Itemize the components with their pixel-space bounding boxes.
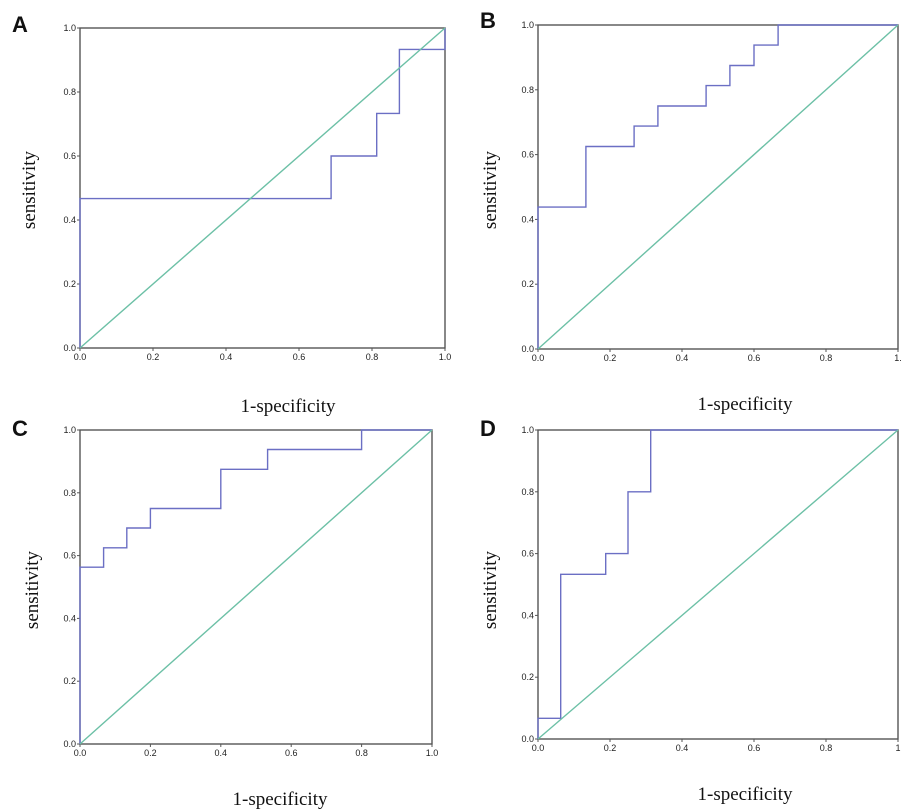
panel-c-x-tick-label: 0.8 [355, 748, 368, 758]
panel-b-y-tick-label: 0.2 [521, 279, 534, 289]
panel-d-x-axis-title: 1-specificity [698, 784, 793, 805]
panel-d-y-tick-label: 0.6 [521, 549, 534, 559]
panel-a-y-tick-label: 0.0 [63, 343, 76, 353]
panel-a-x-tick-label: 0.2 [147, 352, 160, 362]
panel-c-y-tick-label: 0.8 [63, 488, 76, 498]
panel-c-y-tick-label: 1.0 [63, 425, 76, 435]
panel-b-x-tick-label: 0.2 [604, 353, 617, 363]
panel-b-x-axis-title: 1-specificity [698, 394, 793, 415]
panel-c-letter: C [12, 416, 28, 441]
panel-a-letter: A [12, 12, 28, 37]
panel-b-x-tick-label: 0.0 [532, 353, 545, 363]
panel-a-x-tick-label: 1.0 [439, 352, 452, 362]
panel-b-y-tick-label: 0.0 [521, 344, 534, 354]
panel-d-y-tick-label: 0.4 [521, 610, 534, 620]
panel-b-y-tick-label: 0.6 [521, 150, 534, 160]
panel-b-y-tick-label: 0.8 [521, 85, 534, 95]
panel-d-y-tick-label: 0.0 [521, 734, 534, 744]
panel-d-reference-line [537, 429, 899, 740]
panel-c-x-tick-label: 1.0 [426, 748, 439, 758]
panel-d-x-tick-label: 0.2 [604, 743, 617, 753]
panel-c-y-tick-label: 0.0 [63, 739, 76, 749]
panel-b-letter: B [480, 8, 496, 33]
panel-a-x-tick-label: 0.0 [74, 352, 87, 362]
panel-b-y-tick-label: 0.4 [521, 214, 534, 224]
panel-d-x-tick-label: 0.4 [676, 743, 689, 753]
panel-d-y-tick-label: 0.8 [521, 487, 534, 497]
panel-b-y-axis-title: sensitivity [480, 150, 501, 229]
panel-a-x-tick-label: 0.6 [293, 352, 306, 362]
panel-c-reference-line [79, 429, 433, 745]
panel-b-reference-line [537, 24, 899, 350]
panel-c-roc-curve [79, 429, 432, 744]
panel-d-x-tick-label: 1 [895, 743, 900, 753]
panel-d-y-tick-label: 0.2 [521, 672, 534, 682]
panel-a-x-tick-label: 0.8 [366, 352, 379, 362]
panel-c-y-tick-label: 0.6 [63, 551, 76, 561]
panel-a-y-tick-label: 1.0 [63, 23, 76, 33]
panel-c-x-tick-label: 0.0 [74, 748, 87, 758]
panel-d-y-tick-label: 1.0 [521, 425, 534, 435]
panel-a-y-tick-label: 0.6 [63, 151, 76, 161]
panel-a-y-tick-label: 0.8 [63, 87, 76, 97]
panel-a-y-axis-title: sensitivity [19, 150, 40, 229]
panel-c-x-tick-label: 0.4 [215, 748, 228, 758]
panel-a-x-axis-title: 1-specificity [241, 396, 336, 417]
panel-a-x-tick-label: 0.4 [220, 352, 233, 362]
panel-d-letter: D [480, 416, 496, 441]
panel-d-roc-curve [537, 429, 898, 739]
panel-b-roc-curve [537, 24, 898, 349]
panel-b-x-tick-label: 0.8 [820, 353, 833, 363]
panel-a-reference-line [79, 27, 446, 349]
panel-c-x-tick-label: 0.2 [144, 748, 157, 758]
panel-b-y-tick-label: 1.0 [521, 20, 534, 30]
panel-d-y-axis-title: sensitivity [480, 550, 501, 629]
panel-c-x-axis-title: 1-specificity [233, 789, 328, 810]
panel-a-y-tick-label: 0.2 [63, 279, 76, 289]
panel-b-x-tick-label: 0.6 [748, 353, 761, 363]
panel-a-y-tick-label: 0.4 [63, 215, 76, 225]
panel-c-y-tick-label: 0.2 [63, 676, 76, 686]
panel-a-roc-curve [79, 28, 446, 348]
panel-c-y-axis-title: sensitivity [22, 550, 43, 629]
panel-d-x-tick-label: 0.6 [748, 743, 761, 753]
panel-d-x-tick-label: 0.8 [820, 743, 833, 753]
panel-b-x-tick-label: 1. [894, 353, 901, 363]
panel-c-y-tick-label: 0.4 [63, 613, 76, 623]
panel-b-x-tick-label: 0.4 [676, 353, 689, 363]
panel-c-x-tick-label: 0.6 [285, 748, 298, 758]
panel-d-x-tick-label: 0.0 [532, 743, 545, 753]
